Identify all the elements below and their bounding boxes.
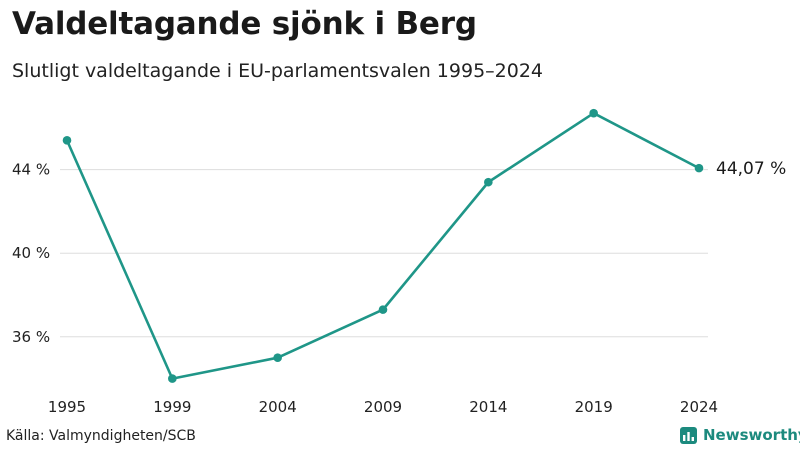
brand-name: Newsworthy: [703, 426, 800, 444]
x-tick-label: 1999: [153, 398, 191, 416]
data-point: [694, 163, 704, 173]
chart-title: Valdeltagande sjönk i Berg: [12, 6, 477, 42]
x-tick-label: 2014: [469, 398, 507, 416]
y-tick-label: 36 %: [12, 328, 50, 346]
chart-subtitle: Slutligt valdeltagande i EU-parlamentsva…: [12, 60, 544, 82]
end-value-label: 44,07 %: [716, 159, 786, 179]
x-tick-label: 2004: [259, 398, 297, 416]
data-point: [484, 177, 493, 187]
source-note: Källa: Valmyndigheten/SCB: [6, 428, 196, 444]
bar-chart-logo-icon: [680, 426, 697, 444]
data-point: [273, 353, 282, 363]
data-point: [378, 305, 388, 314]
x-tick-label: 2024: [680, 398, 718, 416]
data-point: [589, 108, 598, 118]
data-point: [168, 374, 177, 383]
series-line: [65, 111, 701, 380]
x-tick-label: 1995: [48, 398, 86, 416]
x-tick-label: 2019: [575, 398, 613, 416]
y-tick-label: 44 %: [12, 161, 50, 179]
brand-logo: Newsworthy: [680, 426, 800, 444]
y-tick-label: 40 %: [12, 244, 50, 262]
x-tick-label: 2009: [364, 398, 402, 416]
data-point: [62, 136, 72, 145]
